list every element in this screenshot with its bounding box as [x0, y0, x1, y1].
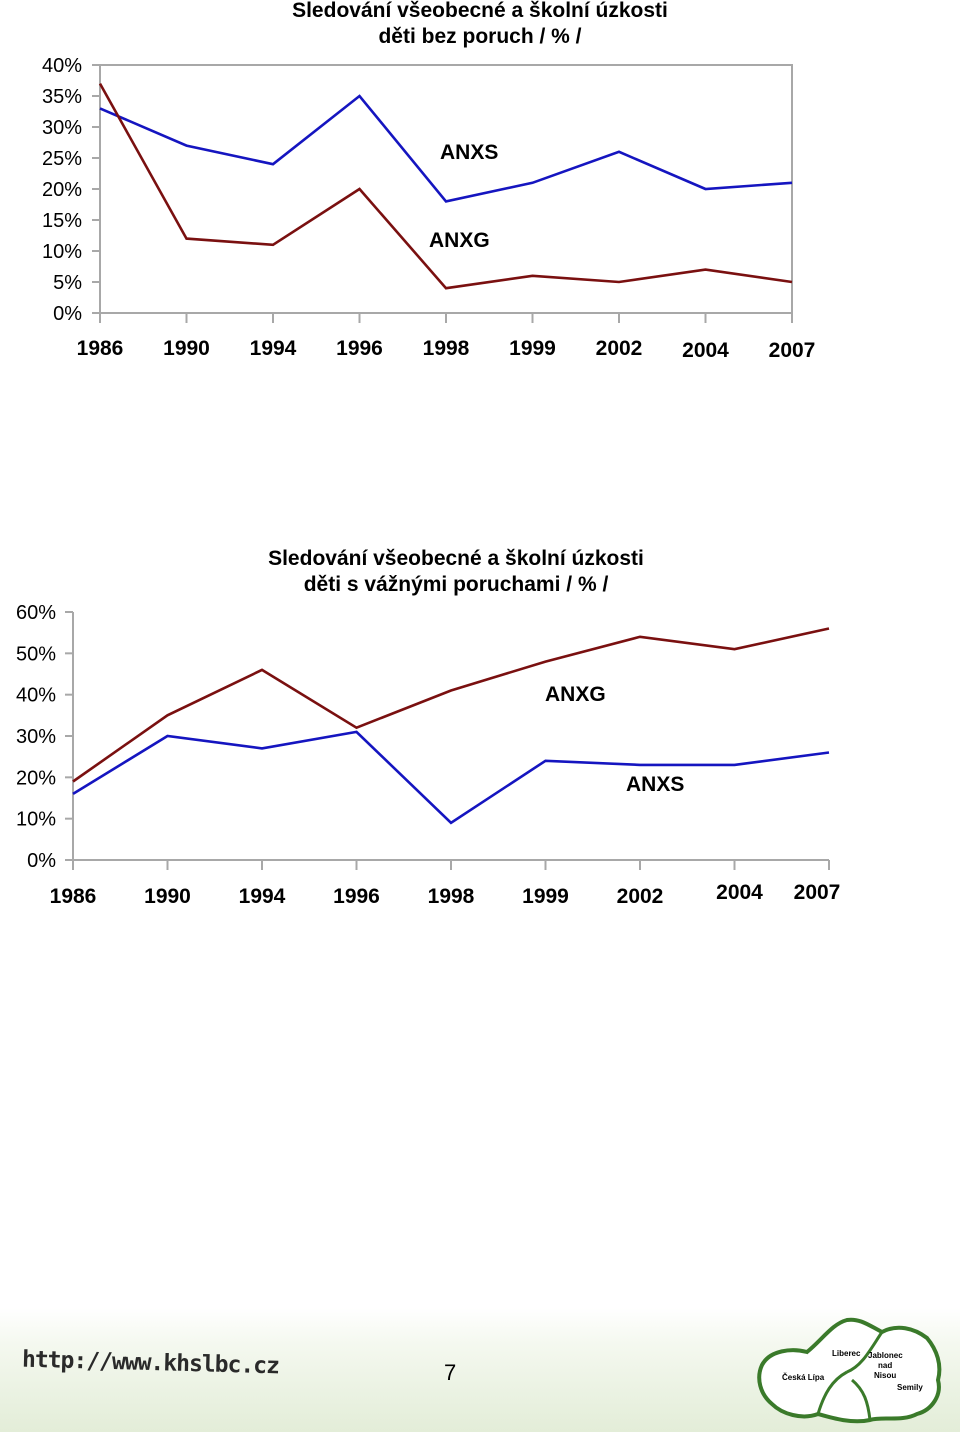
chart1-x-tick-label: 1986: [77, 337, 124, 360]
chart2-x-tick-label: 2004: [716, 881, 763, 904]
chart2-x-tick-label: 2002: [617, 885, 664, 908]
logo-label-nad: nad: [878, 1361, 892, 1370]
chart1-x-tick-label: 1998: [423, 337, 470, 360]
chart2-y-tick-label: 50%: [16, 643, 56, 665]
chart1-x-tick-label: 2004: [682, 339, 729, 362]
page-number: 7: [444, 1360, 457, 1385]
chart1-series-anxg-line: [98, 82, 793, 290]
chart2-x-tick-label: 2007: [794, 881, 841, 904]
chart1-title-block: Sledování všeobecné a školní úzkosti dět…: [230, 0, 730, 51]
chart1-y-tick-label: 25%: [42, 148, 82, 170]
chart2-x-tick-label: 1986: [50, 885, 97, 908]
chart1-subtitle: děti bez poruch / % /: [378, 25, 582, 49]
chart1-y-tick-label: 0%: [53, 303, 82, 325]
chart1-x-tick-label: 2002: [596, 337, 643, 360]
chart2-y-tick-label: 0%: [27, 850, 56, 872]
chart1-y-tick-label: 30%: [42, 117, 82, 139]
chart1-y-tick-label: 10%: [42, 241, 82, 263]
chart1-y-tick-label: 20%: [42, 179, 82, 201]
logo-map-borders: [816, 1331, 884, 1421]
chart2-svg: 0% 10% 20% 30% 40% 50% 60% 1986 1990 1994 1996 1998…: [16, 602, 841, 908]
chart2-x-tick-label: 1996: [333, 885, 380, 908]
chart2-y-tick-label: 60%: [16, 602, 56, 624]
chart1-x-tick-label: 1994: [250, 337, 297, 360]
region-map-logo: Liberec Jablonec nad Nisou Česká Lípa Se…: [757, 1317, 942, 1424]
chart1-y-tick-label: 5%: [53, 272, 82, 294]
chart2-series-anxg-line: [72, 627, 830, 783]
logo-label-nisou: Nisou: [874, 1371, 896, 1380]
chart1-x-tick-label: 2007: [769, 339, 816, 362]
chart1-svg: 0% 5% 10% 15% 20% 25% 30% 35% 40% 1986 1990 1994 199…: [42, 55, 816, 362]
logo-label-jablonec: Jablonec: [868, 1351, 903, 1360]
chart2-y-tick-label: 40%: [16, 685, 56, 707]
chart2-y-tick-label: 10%: [16, 809, 56, 831]
chart1-y-tick-label: 40%: [42, 55, 82, 77]
chart1-x-tick-label: 1996: [336, 337, 383, 360]
chart2-x-tick-label: 1999: [522, 885, 569, 908]
chart2-y-tick-label: 30%: [16, 726, 56, 748]
chart2-title-block: Sledování všeobecné a školní úzkosti dět…: [206, 546, 706, 599]
chart1-x-tick-label: 1999: [509, 337, 556, 360]
chart1-series-anxs-line: [99, 94, 793, 203]
chart2-series-anxs-line: [72, 730, 830, 825]
chart1-x-tick-label: 1990: [163, 337, 210, 360]
chart2-series-anxs-label: ANXS: [626, 773, 684, 796]
chart1-series-anxg-label: ANXG: [429, 229, 490, 252]
logo-label-semily: Semily: [897, 1383, 923, 1392]
chart1-title: Sledování všeobecné a školní úzkosti: [292, 0, 668, 22]
chart2-series-anxg-label: ANXG: [545, 683, 606, 706]
logo-label-liberec: Liberec: [832, 1349, 861, 1358]
chart2-y-tick-label: 20%: [16, 767, 56, 789]
chart2-subtitle: děti s vážnými poruchami / % /: [303, 573, 609, 597]
chart2-x-tick-label: 1990: [144, 885, 191, 908]
chart2-title: Sledování všeobecné a školní úzkosti: [268, 547, 644, 570]
chart1-y-tick-label: 15%: [42, 210, 82, 232]
chart2-x-tick-label: 1994: [239, 885, 286, 908]
chart1-y-tick-label: 35%: [42, 86, 82, 108]
chart2-x-tick-label: 1998: [428, 885, 475, 908]
logo-label-ceska-lipa: Česká Lípa: [782, 1373, 825, 1382]
chart1-series-anxs-label: ANXS: [440, 141, 498, 164]
